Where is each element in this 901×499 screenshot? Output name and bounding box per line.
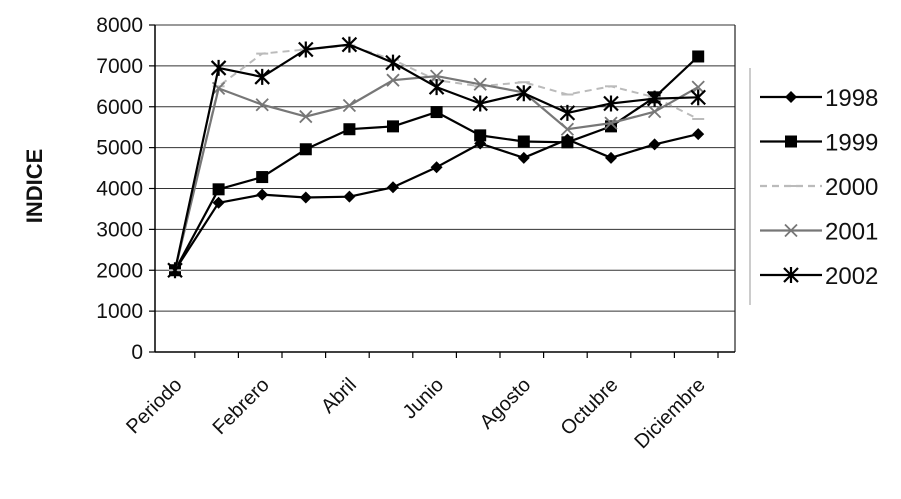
data-point (605, 120, 617, 133)
series-line (173, 43, 699, 271)
x-tick-label: Octubre (557, 374, 623, 440)
legend-item: 1999 (760, 130, 878, 157)
data-point (517, 135, 530, 148)
legend-marker (785, 135, 797, 148)
y-tick-label: 8000 (96, 14, 143, 37)
data-point (647, 105, 662, 119)
x-tick-label: Febrero (209, 374, 274, 439)
y-tick-label: 5000 (96, 137, 143, 160)
data-point (167, 262, 183, 279)
data-point (604, 116, 618, 130)
data-point (517, 151, 530, 164)
series-line (174, 133, 699, 271)
data-point (341, 36, 358, 53)
data-point (254, 68, 270, 85)
y-tick-label: 0 (131, 341, 143, 364)
data-point (387, 181, 399, 194)
data-point (342, 98, 357, 113)
data-point (298, 41, 314, 58)
data-point (430, 161, 443, 174)
x-tick-label: Agosto (476, 374, 536, 434)
x-axis-ticks: Periodo Febrero Abril Junio Agosto Octubre Dic… (122, 352, 719, 453)
data-point (690, 89, 706, 106)
data-point (691, 80, 705, 94)
data-point (646, 90, 663, 107)
legend-item: 2001 (760, 219, 878, 246)
legend-label: 2002 (825, 263, 878, 290)
data-point (429, 69, 444, 83)
legend-item: 2002 (760, 263, 878, 290)
data-point (385, 54, 401, 71)
y-tick-label: 4000 (96, 178, 143, 201)
data-point (212, 196, 225, 209)
data-point (692, 50, 705, 63)
data-point (428, 79, 445, 96)
gridlines (155, 24, 735, 312)
data-point (387, 120, 399, 133)
data-point (692, 128, 705, 141)
x-tick-label: Abril (317, 374, 361, 418)
legend-label: 1998 (825, 85, 878, 112)
data-point (299, 143, 312, 156)
data-point (474, 129, 487, 142)
x-tick-label: Periodo (122, 374, 186, 438)
legend-label: 1999 (825, 130, 878, 157)
y-tick-label: 2000 (96, 259, 143, 282)
data-point (516, 85, 532, 102)
data-point (472, 95, 488, 112)
y-axis-label: INDICE (22, 149, 47, 224)
y-tick-label: 1000 (96, 300, 143, 323)
series-group (167, 36, 706, 279)
legend-label: 2001 (825, 219, 878, 246)
data-point (212, 183, 225, 196)
legend: 1998 1999 2000 2001 2002 (749, 68, 878, 305)
series-1998 (169, 128, 705, 277)
legend-item: 1998 (760, 85, 878, 112)
data-point (256, 188, 269, 201)
data-point (299, 109, 313, 124)
legend-label: 2000 (825, 174, 878, 201)
legend-marker (784, 223, 798, 238)
data-point (343, 190, 356, 203)
data-point (648, 138, 661, 151)
data-point (343, 123, 356, 136)
y-tick-label: 3000 (96, 218, 143, 241)
legend-marker (783, 267, 799, 283)
y-tick-label: 7000 (96, 55, 143, 78)
data-point (386, 73, 400, 87)
x-tick-label: Diciembre (631, 374, 710, 453)
legend-item: 2000 (760, 174, 878, 201)
data-point (560, 122, 575, 136)
y-axis-ticks: 0 1000 2000 3000 4000 5000 6000 7000 8000 (96, 14, 155, 364)
data-point (603, 95, 619, 112)
y-tick-label: 6000 (96, 96, 143, 119)
legend-marker (785, 91, 797, 103)
data-point (430, 106, 443, 119)
data-point (473, 77, 487, 91)
data-point (299, 191, 312, 204)
data-point (256, 171, 269, 184)
data-point (605, 151, 617, 164)
data-point (210, 59, 227, 76)
data-point (255, 98, 269, 112)
data-point (559, 104, 576, 121)
series-2002 (167, 36, 706, 279)
x-tick-label: Junio (399, 374, 448, 423)
data-point (561, 136, 574, 149)
